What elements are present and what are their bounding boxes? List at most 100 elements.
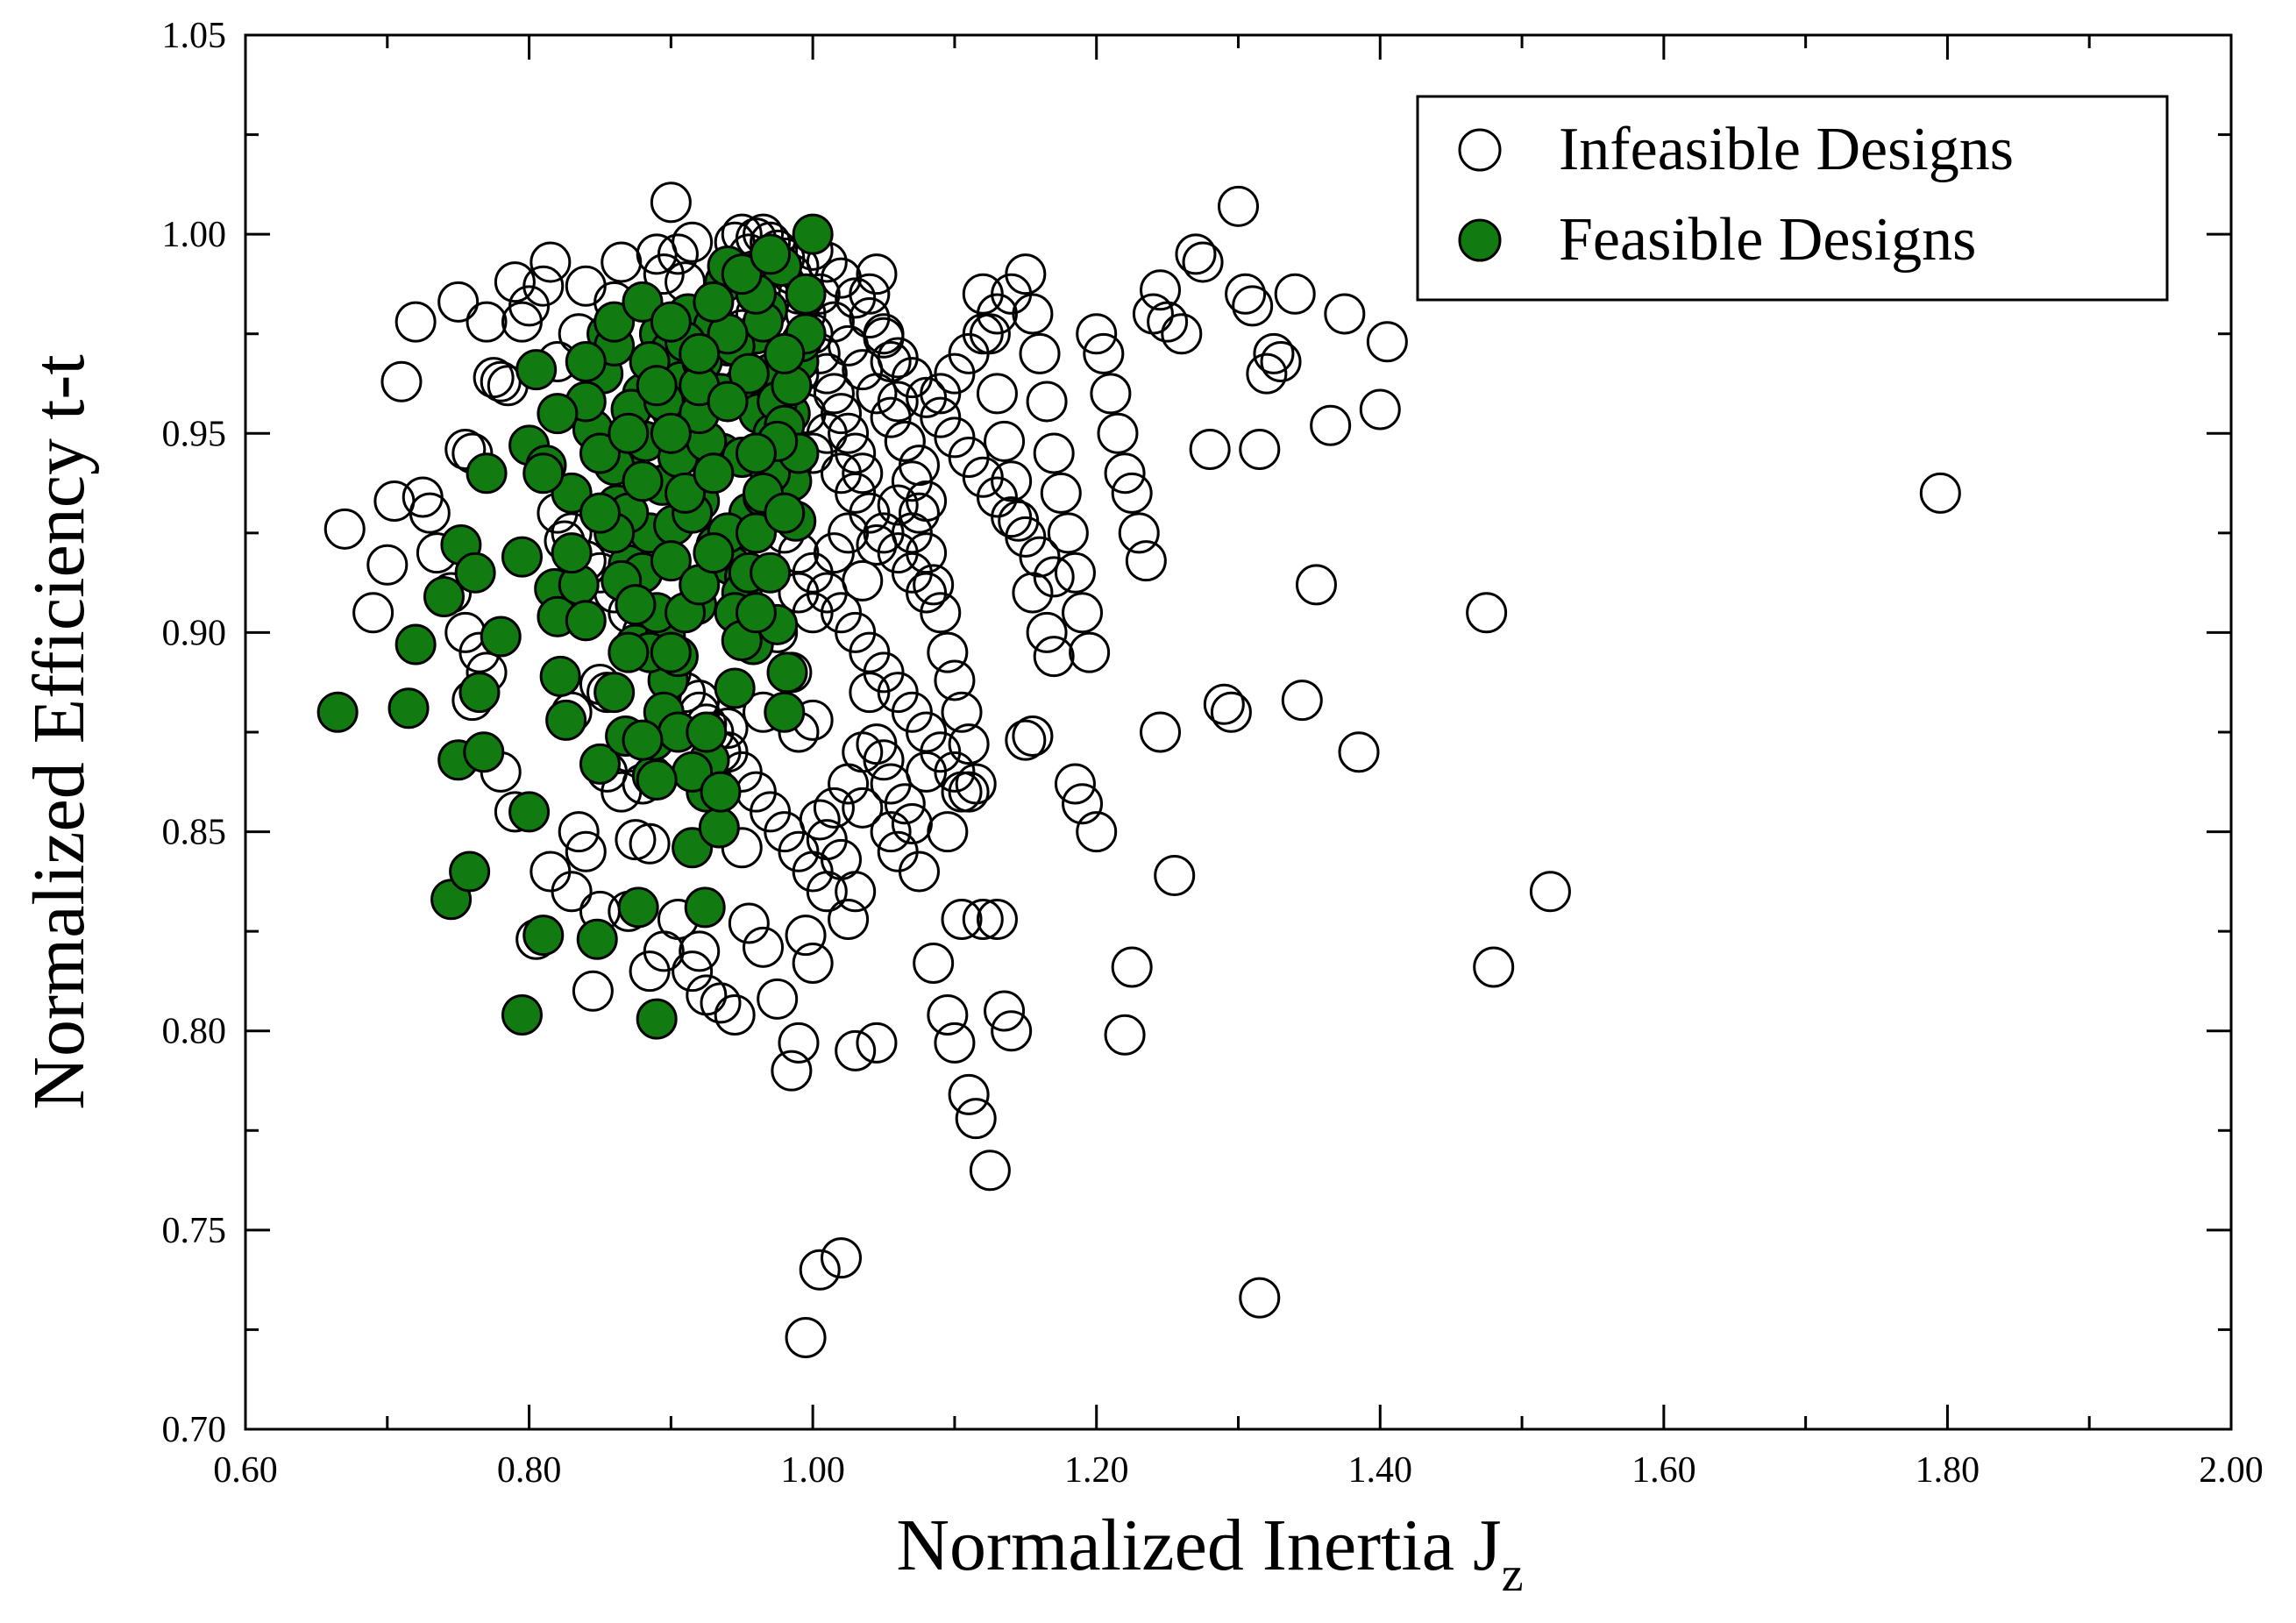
infeasible-point [913,564,955,606]
infeasible-point [1111,472,1153,514]
feasible-point [480,616,522,658]
infeasible-point [1210,691,1252,733]
infeasible-point [629,822,671,865]
infeasible-point [771,1050,813,1092]
feasible-point [728,352,770,395]
infeasible-point [1140,269,1182,311]
feasible-point [449,851,491,893]
feasible-point [650,540,692,582]
infeasible-point [1026,611,1068,653]
infeasible-point [1118,512,1160,554]
infeasible-point [1338,731,1380,773]
infeasible-point [856,523,898,566]
legend: Infeasible Designs Feasible Designs [1416,95,2169,302]
feasible-point [537,393,579,435]
infeasible-point [1529,871,1571,913]
y-tick-label: 0.80 [162,1012,227,1052]
feasible-point [636,998,678,1040]
infeasible-point [941,771,983,813]
feasible-point [750,233,792,275]
feasible-point [545,699,587,741]
feasible-point [608,631,650,673]
infeasible-point [934,1021,976,1064]
infeasible-point [1232,285,1274,327]
infeasible-point [927,631,969,673]
infeasible-point [785,915,827,957]
infeasible-point [558,811,600,853]
infeasible-point [1033,636,1075,678]
feasible-point [316,691,359,733]
infeasible-point [842,559,884,602]
infeasible-point [948,1073,990,1115]
feasible-point [622,281,664,323]
infeasible-point [494,261,536,303]
feasible-point [565,600,607,642]
feasible-point [684,886,726,929]
infeasible-point [898,492,940,534]
feasible-point [764,332,806,374]
infeasible-point [1040,472,1082,514]
infeasible-point [906,480,948,523]
infeasible-point [799,1249,841,1291]
legend-box [1416,95,2169,302]
y-tick-label: 0.85 [162,813,227,853]
feasible-point [522,915,565,957]
infeasible-point [323,508,366,550]
x-axis-title-main: Normalized Inertia J [896,1505,1501,1586]
infeasible-point [792,592,834,634]
feasible-point [735,432,777,474]
infeasible-point [1012,715,1054,758]
infeasible-point [906,751,948,793]
feasible-point [594,301,636,343]
infeasible-point [679,930,721,972]
feasible-point [750,552,792,594]
feasible-point [522,452,565,495]
infeasible-point [1253,332,1295,374]
infeasible-point [409,492,451,534]
feasible-point [665,472,707,514]
feasible-point [721,253,763,295]
feasible-point [792,213,834,255]
feasible-point [501,536,543,578]
plot-frame [244,33,2233,1431]
infeasible-point [672,950,714,993]
feasible-point [387,687,430,730]
infeasible-point [877,830,919,872]
infeasible-point [1111,946,1153,988]
feasible-point [714,667,756,709]
infeasible-point [976,373,1018,415]
infeasible-point [842,731,884,773]
feasible-point [454,552,496,594]
infeasible-point [572,970,614,1012]
feasible-point [576,918,618,960]
x-axis-title: Normalized Inertia Jz [896,1505,1523,1602]
infeasible-point [991,460,1033,502]
infeasible-point [1104,452,1146,495]
feasible-point [766,651,808,694]
x-tick-label: 1.00 [780,1450,845,1491]
infeasible-point [1218,185,1259,227]
infeasible-point [927,994,969,1036]
infeasible-point [1076,313,1118,355]
infeasible-point [856,373,898,415]
infeasible-point [1090,373,1132,415]
infeasible-point [1175,233,1217,275]
y-tick-label: 1.00 [162,215,227,255]
feasible-point [693,452,735,495]
infeasible-point [913,942,955,984]
infeasible-point [870,811,912,853]
infeasible-point [884,420,926,462]
infeasible-point [1182,241,1224,283]
feasible-point [615,584,657,626]
y-axis-title: Normalized Efficiency t-t [18,354,100,1109]
feasible-point [508,791,551,833]
infeasible-point [437,281,480,323]
infeasible-point [906,572,948,614]
infeasible-point [1026,381,1068,423]
infeasible-point [835,1029,877,1071]
infeasible-point [828,412,870,454]
infeasible-point [955,1098,997,1140]
infeasible-point [657,233,699,275]
infeasible-point [565,830,607,872]
infeasible-point [686,974,728,1016]
